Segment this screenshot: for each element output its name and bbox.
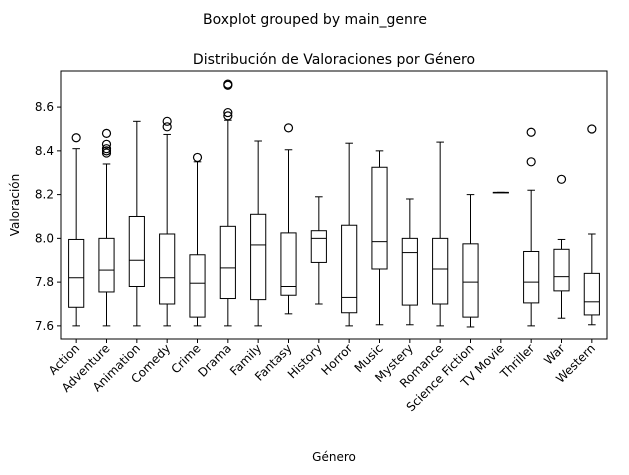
y-tick-label: 8.6 [35,100,54,114]
y-tick-label: 8.2 [35,188,54,202]
box-mystery [401,198,418,326]
box-fantasy [280,123,297,315]
flier-point [101,144,112,154]
box-comedy [159,116,176,327]
flier-point [526,127,536,137]
y-tick-label: 7.6 [35,319,54,333]
box-iqr [401,237,418,306]
boxes-group [68,79,600,328]
box-iqr [341,224,358,314]
y-axis-ticks: 7.6 7.8 8.0 8.2 8.4 8.6 [35,100,61,333]
flier-point [101,139,112,149]
flier-point [223,107,233,118]
box-music [371,150,388,326]
box-iqr [68,238,85,308]
box-war [553,174,570,319]
box-drama [219,79,236,327]
box-iqr [523,250,540,304]
box-iqr [159,233,176,305]
box-iqr [128,215,145,287]
box-iqr [310,230,327,263]
box-horror [341,142,358,327]
box-science-fiction [462,194,479,328]
flier-point [283,123,294,133]
box-iqr [98,237,115,293]
plot-frame [60,70,608,340]
box-iqr [553,248,570,292]
flier-point [556,174,567,184]
x-tick-label: Drama [195,341,234,380]
flier-point [71,133,81,143]
box-iqr [219,225,236,300]
x-tick-label: Horror [318,341,355,378]
box-thriller [523,127,540,327]
y-tick-label: 7.8 [35,275,54,289]
box-animation [128,120,145,327]
box-action [68,133,85,327]
box-crime [189,152,206,327]
box-iqr [189,254,206,318]
flier-point [526,157,536,167]
flier-point [223,79,233,89]
x-axis-label: Género [312,450,356,464]
flier-point [101,128,112,138]
chart-title: Distribución de Valoraciones por Género [193,52,475,68]
box-iqr [432,237,449,305]
box-western [583,124,600,326]
x-tick-label: History [285,341,325,381]
flier-point [162,116,172,126]
chart-suptitle: Boxplot grouped by main_genre [203,12,427,28]
box-iqr [280,232,297,296]
flier-point [587,124,597,134]
box-romance [432,141,449,327]
y-axis-label: Valoración [8,174,22,236]
box-adventure [98,128,115,327]
y-tick-label: 8.4 [35,144,54,158]
box-iqr [583,272,600,316]
box-history [310,196,327,305]
box-iqr [462,243,479,318]
x-tick-label: War [541,341,567,367]
box-family [250,140,267,327]
box-tv-movie [492,191,509,194]
x-axis-ticks: ActionAdventureAnimationComedyCrimeDrama… [46,339,598,414]
y-tick-label: 8.0 [35,231,54,245]
box-iqr [250,213,267,301]
flier-point [192,152,203,163]
box-iqr [371,166,388,270]
flier-point [162,122,172,132]
flier-point [223,111,233,121]
